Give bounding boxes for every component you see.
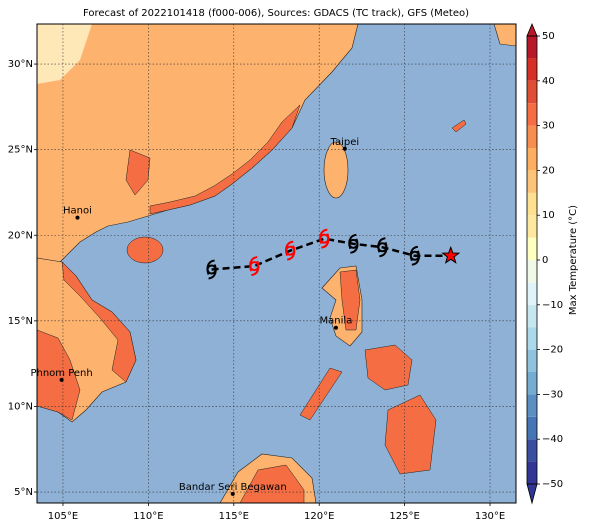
colorbar-tick-label: −30: [542, 389, 563, 400]
colorbar-band: [527, 36, 537, 59]
colorbar-band: [527, 349, 537, 372]
colorbar-band: [527, 103, 537, 126]
colorbar-tick-label: 20: [542, 165, 555, 176]
colorbar-tick-label: 50: [542, 31, 555, 42]
map-frame: [36, 23, 517, 504]
colorbar-band: [527, 58, 537, 81]
city-dot: [75, 215, 80, 220]
cyclone-symbol: [249, 256, 260, 277]
city-label: Phnom Penh: [30, 368, 92, 379]
colorbar-band: [527, 170, 537, 193]
japan: [493, 24, 516, 47]
colorbar-band: [527, 260, 537, 283]
colorbar-band: [527, 394, 537, 417]
x-tick-label: 120°E: [304, 511, 334, 522]
vietnam-warm: [61, 261, 137, 383]
colorbar-label: Max Temperature (°C): [568, 205, 579, 315]
city-dot: [59, 377, 64, 382]
colorbar-band: [527, 192, 537, 216]
city-dot: [333, 325, 338, 330]
colorbar-band: [527, 237, 537, 260]
colorbar-band: [527, 125, 537, 148]
colorbar-band: [527, 282, 537, 305]
y-tick-label: 5°N: [14, 487, 33, 498]
colorbar-band: [527, 304, 537, 328]
luzon-warm: [339, 269, 361, 331]
y-tick-label: 25°N: [8, 145, 33, 156]
colorbar-band: [527, 461, 537, 484]
hainan: [126, 236, 164, 264]
colorbar-tick-label: 10: [542, 210, 555, 221]
colorbar-tick-label: −50: [542, 479, 563, 490]
colorbar-tick-label: −10: [542, 300, 563, 311]
okinawa: [451, 119, 467, 133]
x-tick-label: 125°E: [389, 511, 419, 522]
cyclone-symbol: [206, 259, 217, 280]
colorbar-band: [527, 372, 537, 395]
city-dot: [230, 491, 235, 496]
y-tick-label: 10°N: [8, 401, 33, 412]
palawan: [299, 367, 343, 421]
x-tick-label: 115°E: [219, 511, 249, 522]
cyclone-symbol: [285, 240, 296, 261]
y-tick-label: 30°N: [8, 59, 33, 70]
colorbar-band: [527, 327, 537, 350]
track-line: [211, 237, 451, 271]
x-tick-label: 110°E: [133, 511, 163, 522]
inland-warm: [125, 149, 151, 196]
colorbar-tick-label: 30: [542, 121, 555, 132]
taiwan: [323, 141, 349, 199]
cambodia-warm: [37, 329, 81, 421]
city-label: Hanoi: [63, 206, 92, 217]
mindanao: [384, 394, 437, 475]
track-current: [441, 245, 461, 264]
cool-area: [37, 24, 92, 84]
cyclone-symbol: [377, 237, 388, 258]
borneo-warm: [239, 464, 305, 503]
city-dot: [342, 146, 347, 151]
colorbar-tick-label: −40: [542, 434, 563, 445]
colorbar-extend-top: [526, 22, 538, 37]
cyclone-symbol: [348, 233, 359, 254]
colorbar-tick-label: 0: [542, 255, 548, 266]
land: [37, 24, 516, 503]
city-label: Bandar Seri Begawan: [179, 482, 287, 493]
colorbar-tick-label: 40: [542, 76, 555, 87]
cyclone-symbol: [319, 228, 330, 249]
colorbar-band: [527, 439, 537, 462]
y-tick-label: 15°N: [8, 316, 33, 327]
colorbar-tick-label: −20: [542, 345, 563, 356]
map-title: Forecast of 2022101418 (f000-006), Sourc…: [83, 8, 469, 19]
visayas: [364, 344, 413, 391]
colorbar-band: [527, 148, 537, 171]
colorbar-band: [527, 80, 537, 104]
x-tick-label: 130°E: [475, 511, 505, 522]
colorbar-extend-bottom: [526, 483, 538, 505]
coast-warm: [149, 104, 301, 215]
y-tick-label: 20°N: [8, 230, 33, 241]
colorbar-band: [527, 416, 537, 440]
city-label: Taipei: [330, 137, 360, 148]
x-tick-label: 105°E: [48, 511, 78, 522]
city-label: Manila: [320, 316, 353, 327]
colorbar-band: [527, 215, 537, 238]
cyclone-symbol: [409, 245, 420, 266]
